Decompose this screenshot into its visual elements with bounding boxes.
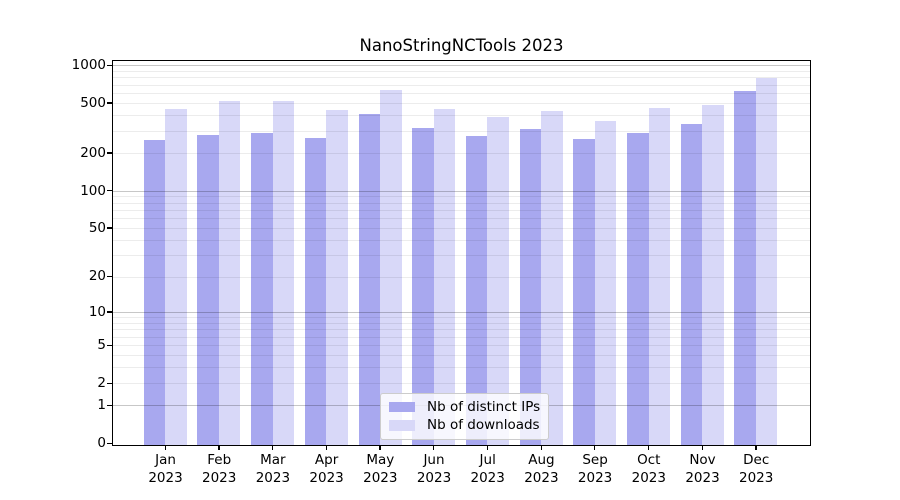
x-axis-tick-label: Jul 2023 <box>470 452 505 486</box>
legend-label: Nb of distinct IPs <box>427 398 541 415</box>
bar-distinct-ips <box>734 91 756 445</box>
gridline-minor <box>112 77 810 79</box>
bar-downloads <box>755 78 778 445</box>
bar-downloads <box>326 109 348 445</box>
y-axis-tick-label: 200 <box>80 144 106 161</box>
x-axis-tick-label: Nov 2023 <box>685 452 720 486</box>
y-tick-mark <box>107 382 112 384</box>
x-tick-mark <box>701 445 703 451</box>
chart-title: NanoStringNCTools 2023 <box>359 36 564 55</box>
y-axis-tick-label: 2 <box>97 374 106 391</box>
legend-swatch-distinct-ips <box>389 401 415 412</box>
bar-distinct-ips <box>680 124 703 445</box>
x-tick-mark <box>433 445 435 451</box>
legend-item: Nb of downloads <box>389 416 540 435</box>
y-axis-tick-label: 5 <box>97 337 106 353</box>
y-tick-mark <box>107 311 112 313</box>
bar-distinct-ips <box>304 138 327 445</box>
bar-distinct-ips <box>143 140 166 445</box>
y-axis-tick-label: 10 <box>88 303 106 320</box>
x-tick-mark <box>594 445 596 451</box>
y-axis-tick-label: 100 <box>80 182 106 199</box>
y-axis-tick-label: 500 <box>80 94 106 111</box>
x-axis-tick-label: Sep 2023 <box>577 452 613 486</box>
bar-distinct-ips <box>519 129 542 445</box>
x-axis-tick-label: Feb 2023 <box>202 452 237 486</box>
x-axis-tick-label: Aug 2023 <box>524 452 559 486</box>
gridline-minor <box>112 84 810 86</box>
bar-distinct-ips <box>197 135 219 445</box>
y-tick-mark <box>107 64 112 66</box>
bar-downloads <box>702 104 724 445</box>
y-tick-mark <box>107 227 112 229</box>
x-tick-mark <box>218 445 220 451</box>
x-tick-mark <box>164 445 166 451</box>
y-tick-mark <box>107 404 112 406</box>
gridline-minor <box>112 93 810 95</box>
gridline-major <box>112 65 810 67</box>
x-tick-mark <box>755 445 757 451</box>
y-tick-mark <box>107 102 112 104</box>
x-tick-mark <box>540 445 542 451</box>
bar-distinct-ips <box>251 132 273 445</box>
bar-downloads <box>380 90 402 445</box>
legend: Nb of distinct IPs Nb of downloads <box>380 392 550 440</box>
y-axis-tick-label: 20 <box>88 268 106 285</box>
x-axis-tick-label: Jun 2023 <box>416 452 452 486</box>
y-axis-tick-label: 0 <box>97 435 106 451</box>
bar-distinct-ips <box>412 128 434 445</box>
x-tick-mark <box>379 445 381 451</box>
y-tick-mark <box>107 152 112 154</box>
bar-downloads <box>218 101 241 445</box>
bar-downloads <box>433 108 456 445</box>
bar-downloads <box>165 108 187 445</box>
bar-downloads <box>487 117 509 445</box>
y-tick-mark <box>107 344 112 346</box>
x-axis-tick-label: Mar 2023 <box>255 452 291 486</box>
bar-downloads <box>272 101 295 445</box>
bar-distinct-ips <box>465 135 488 445</box>
bar-downloads <box>648 107 671 445</box>
bar-distinct-ips <box>573 139 595 445</box>
legend-item: Nb of distinct IPs <box>389 398 540 417</box>
legend-swatch-downloads <box>389 420 415 431</box>
x-axis-tick-label: Oct 2023 <box>631 452 666 486</box>
x-tick-mark <box>325 445 327 451</box>
x-axis-tick-label: Jan 2023 <box>148 452 183 486</box>
bar-distinct-ips <box>627 132 649 445</box>
y-axis-tick-label: 50 <box>88 219 106 236</box>
x-axis-tick-label: Dec 2023 <box>739 452 774 486</box>
legend-label: Nb of downloads <box>427 417 540 434</box>
y-tick-mark <box>107 442 112 444</box>
x-axis-tick-label: May 2023 <box>363 452 398 486</box>
y-axis-tick-label: 1000 <box>71 56 106 73</box>
gridline-minor <box>112 70 810 72</box>
y-axis-tick-label: 1 <box>97 397 106 414</box>
bar-distinct-ips <box>358 113 381 445</box>
y-tick-mark <box>107 190 112 192</box>
plot-area <box>107 59 811 451</box>
x-tick-mark <box>647 445 650 451</box>
bar-downloads <box>594 121 617 445</box>
y-tick-mark <box>107 276 112 278</box>
x-tick-mark <box>272 445 274 451</box>
x-tick-mark <box>486 445 489 451</box>
bar-downloads <box>541 110 563 445</box>
x-axis-tick-label: Apr 2023 <box>309 452 344 486</box>
